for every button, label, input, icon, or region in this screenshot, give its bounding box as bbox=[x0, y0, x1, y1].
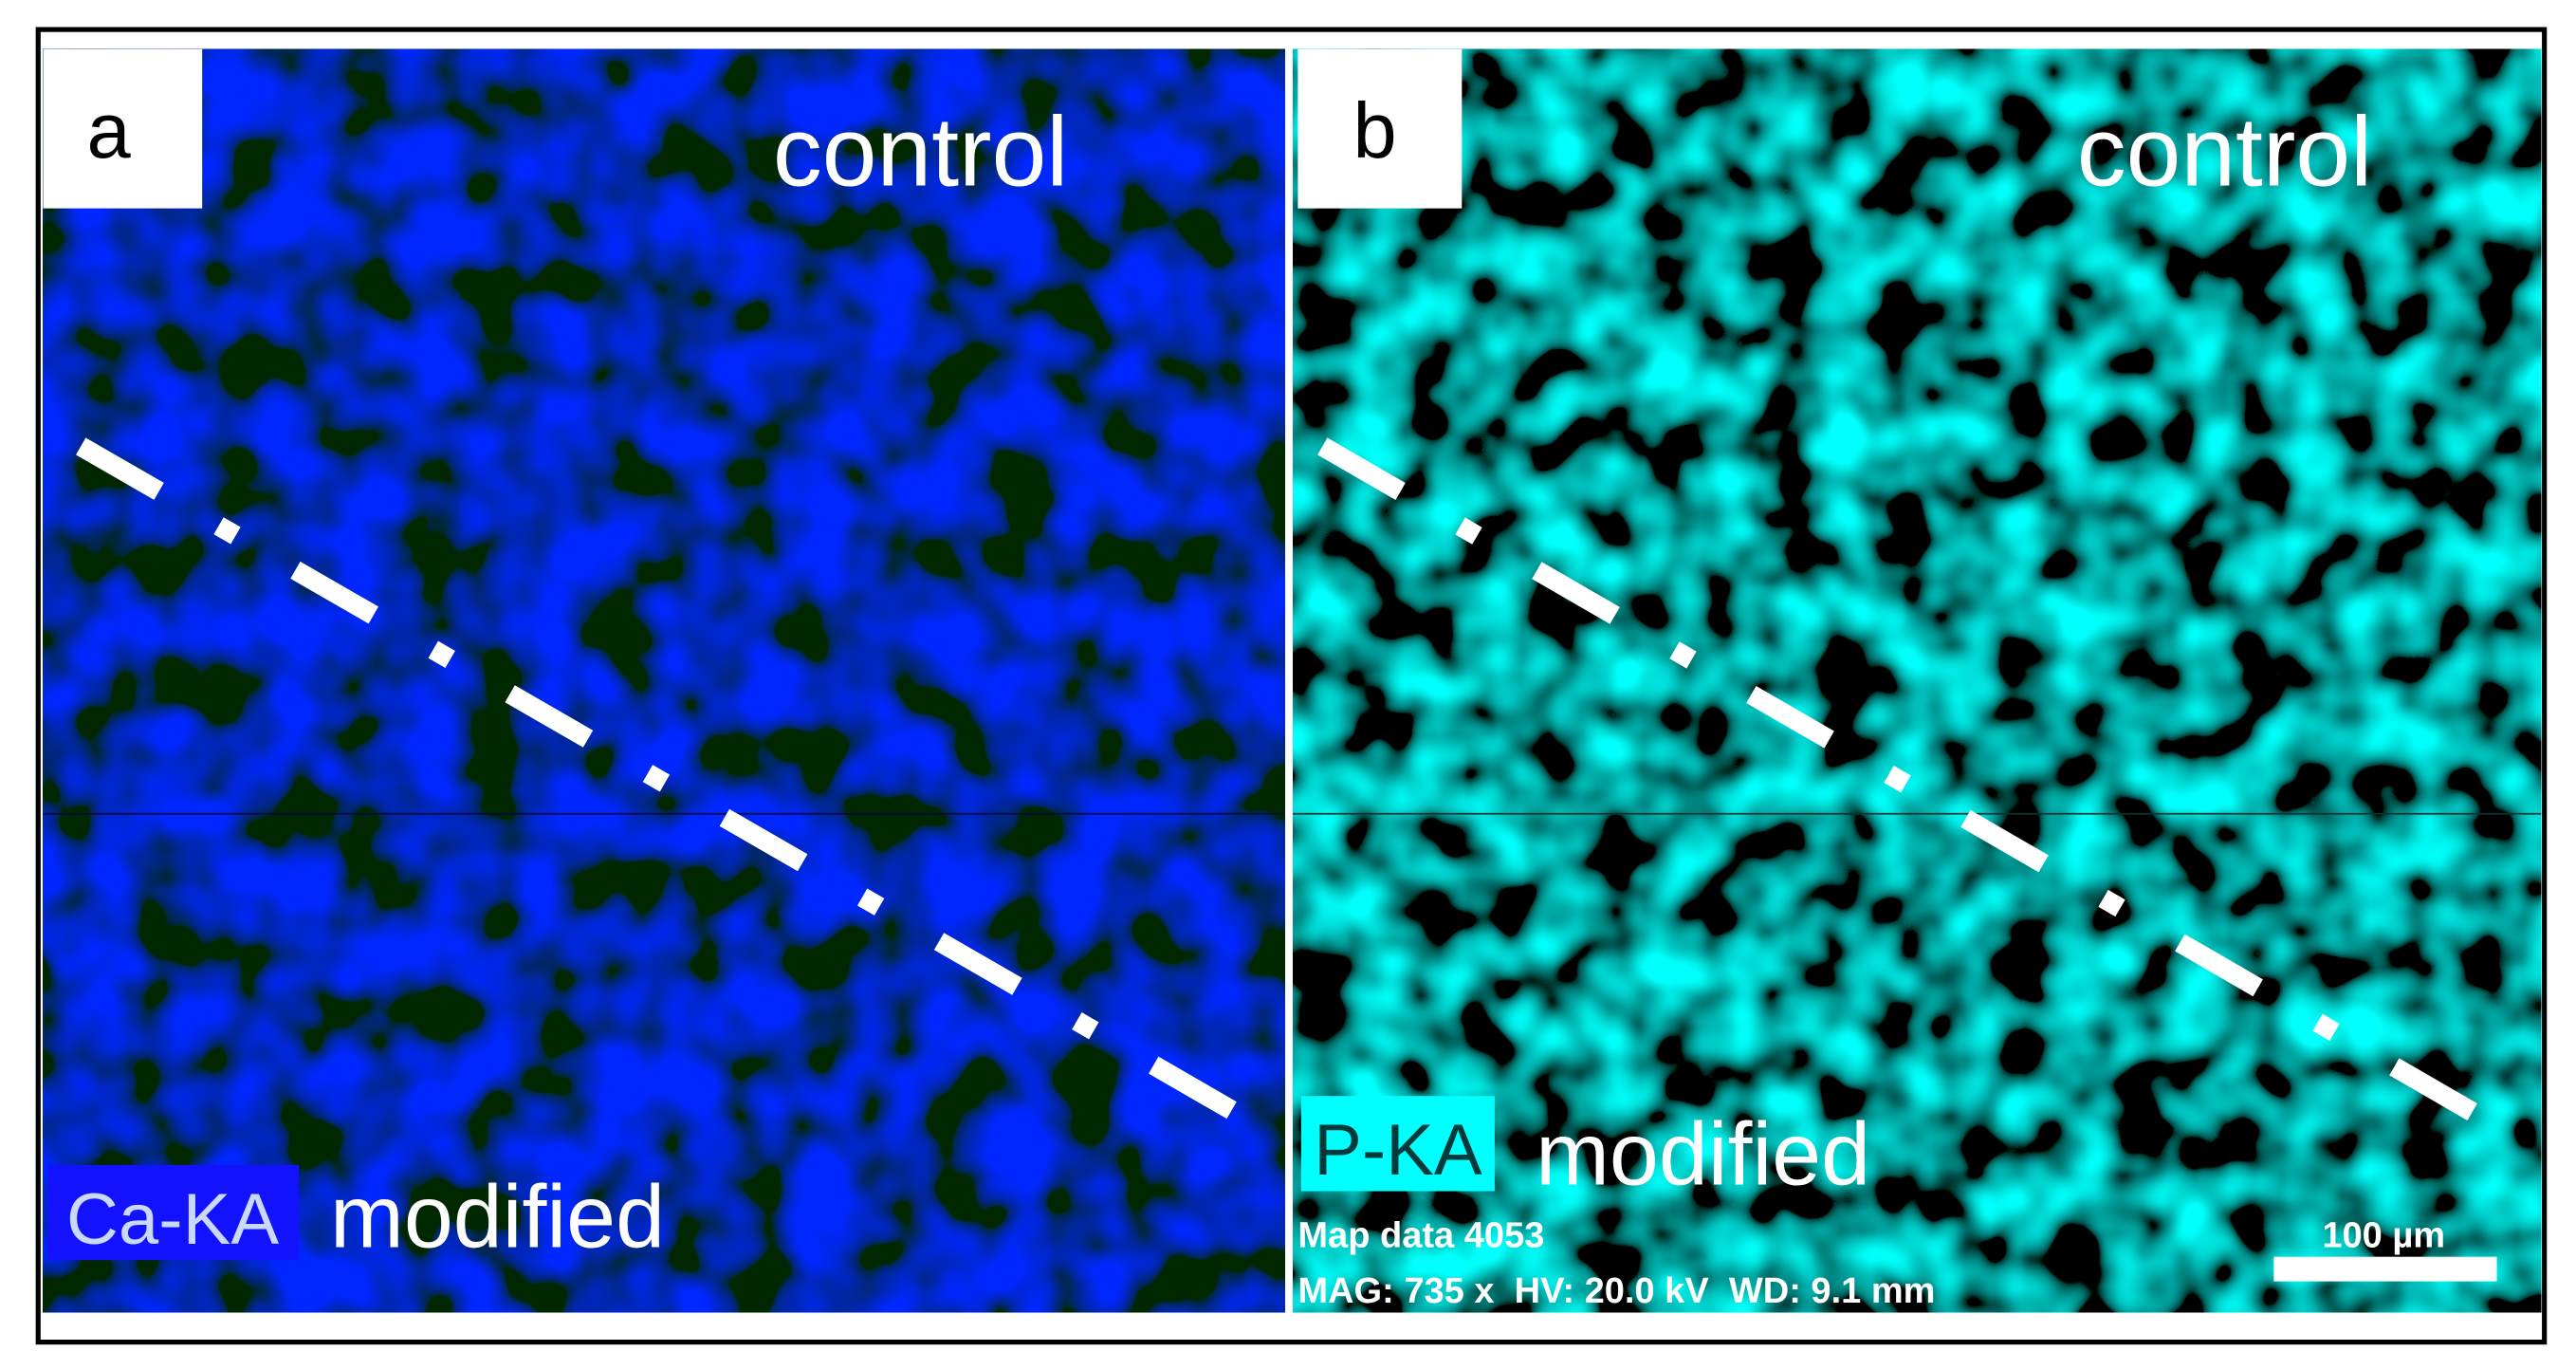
region-label: modified bbox=[1536, 1104, 1870, 1204]
scale-label: 100 µm bbox=[2322, 1215, 2445, 1255]
label-box bbox=[43, 48, 203, 209]
element-box bbox=[47, 1164, 300, 1261]
panel-letter: b bbox=[1353, 86, 1397, 175]
boundary-line bbox=[1317, 437, 2484, 1124]
boundary-line bbox=[76, 437, 1241, 1121]
element-label: P-KA bbox=[1314, 1110, 1482, 1191]
element-label: Ca-KA bbox=[66, 1179, 279, 1260]
panel-b-map bbox=[1293, 48, 2542, 1313]
region-label: modified bbox=[330, 1166, 665, 1266]
region-label: control bbox=[2077, 96, 2372, 206]
panel-a-map bbox=[43, 48, 1285, 1313]
map-info: Map data 4053 bbox=[1297, 1215, 1544, 1255]
label-box bbox=[1297, 48, 1463, 209]
region-label: control bbox=[773, 96, 1068, 206]
map-params: MAG: 735 x HV: 20.0 kV WD: 9.1 mm bbox=[1297, 1271, 1935, 1311]
element-box bbox=[1300, 1096, 1495, 1192]
panel-letter: a bbox=[87, 86, 132, 175]
scale-bar bbox=[2273, 1256, 2497, 1282]
